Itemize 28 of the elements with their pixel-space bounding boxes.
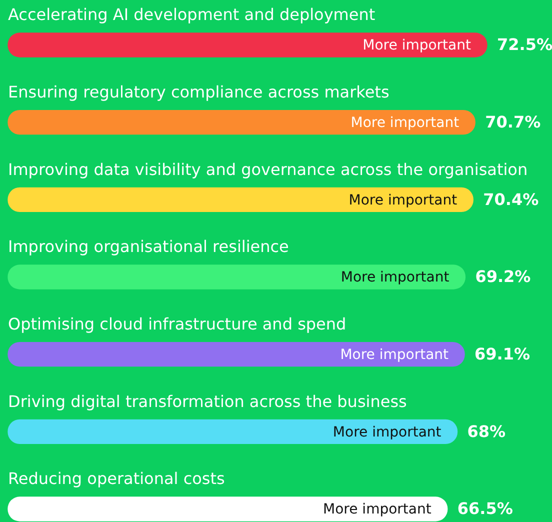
y-tick-label: Ensuring regulatory compliance across markets <box>8 82 390 102</box>
y-tick-label: Reducing operational costs <box>8 469 225 488</box>
y-tick-label: Optimising cloud infrastructure and spend <box>8 314 346 334</box>
bar <box>8 496 448 522</box>
data-label: 68% <box>467 422 506 441</box>
data-label: 66.5% <box>457 499 513 518</box>
bar <box>8 32 488 58</box>
series-label: More important <box>362 38 472 54</box>
data-label: 72.5% <box>496 35 552 54</box>
text: More important <box>350 114 460 131</box>
y-tick-label: Improving organisational resilience <box>8 237 289 256</box>
bar <box>8 110 476 135</box>
text: More important <box>340 346 449 363</box>
y-tick-label: Accelerating AI development and deployment <box>8 5 376 24</box>
bar <box>8 419 458 444</box>
text: More important <box>323 502 432 518</box>
y-tick-label: Driving digital transformation across the business <box>8 392 407 411</box>
y-tick-label: Improving data visibility and governance across the organisation <box>8 160 528 179</box>
bar <box>8 264 466 290</box>
text: More important <box>332 424 442 440</box>
bar <box>8 187 474 212</box>
bar <box>8 342 465 367</box>
data-label: 69.1% <box>474 344 530 364</box>
data-label: 69.2% <box>475 267 531 286</box>
data-label: 70.4% <box>483 190 539 209</box>
text: More important <box>340 270 450 286</box>
text: More important <box>348 192 458 208</box>
data-label: 70.7% <box>485 112 541 132</box>
